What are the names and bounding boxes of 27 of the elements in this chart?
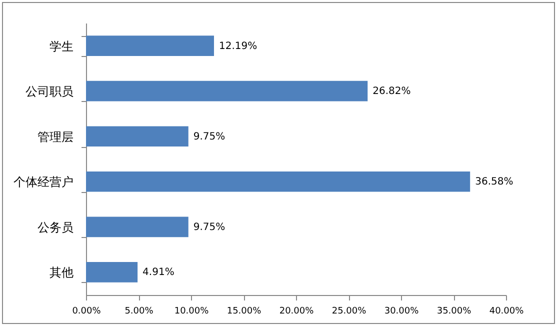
- x-tick-label: 20.00%: [279, 306, 314, 316]
- y-tick-label: 公务员: [38, 220, 74, 234]
- x-tick-label: 30.00%: [384, 306, 420, 316]
- data-label: 12.19%: [218, 40, 258, 52]
- y-tick-label: 公司职员: [26, 84, 74, 99]
- x-tick-label: 0.00%: [72, 306, 102, 316]
- bar: [86, 126, 188, 147]
- x-tick-label: 25.00%: [332, 306, 367, 316]
- bar: [86, 262, 138, 282]
- data-label: 26.82%: [372, 86, 411, 98]
- y-tick-label: 其他: [50, 266, 74, 280]
- y-tick-label: 个体经营户: [14, 175, 74, 190]
- bar: [86, 36, 214, 56]
- data-label: 36.58%: [475, 176, 514, 188]
- x-tick-label: 5.00%: [124, 306, 154, 316]
- bar: [86, 80, 368, 102]
- x-tick-label: 10.00%: [174, 306, 210, 316]
- x-tick-label: 40.00%: [489, 306, 524, 316]
- bar: [86, 216, 188, 238]
- y-tick-label: 学生: [50, 39, 74, 54]
- x-tick-label: 15.00%: [226, 306, 262, 316]
- y-tick-label: 管理层: [38, 130, 74, 144]
- data-label: 9.75%: [193, 131, 226, 142]
- data-label: 9.75%: [193, 222, 226, 233]
- x-tick-label: 35.00%: [436, 306, 472, 316]
- bar: [86, 171, 470, 192]
- data-label: 4.91%: [142, 267, 174, 278]
